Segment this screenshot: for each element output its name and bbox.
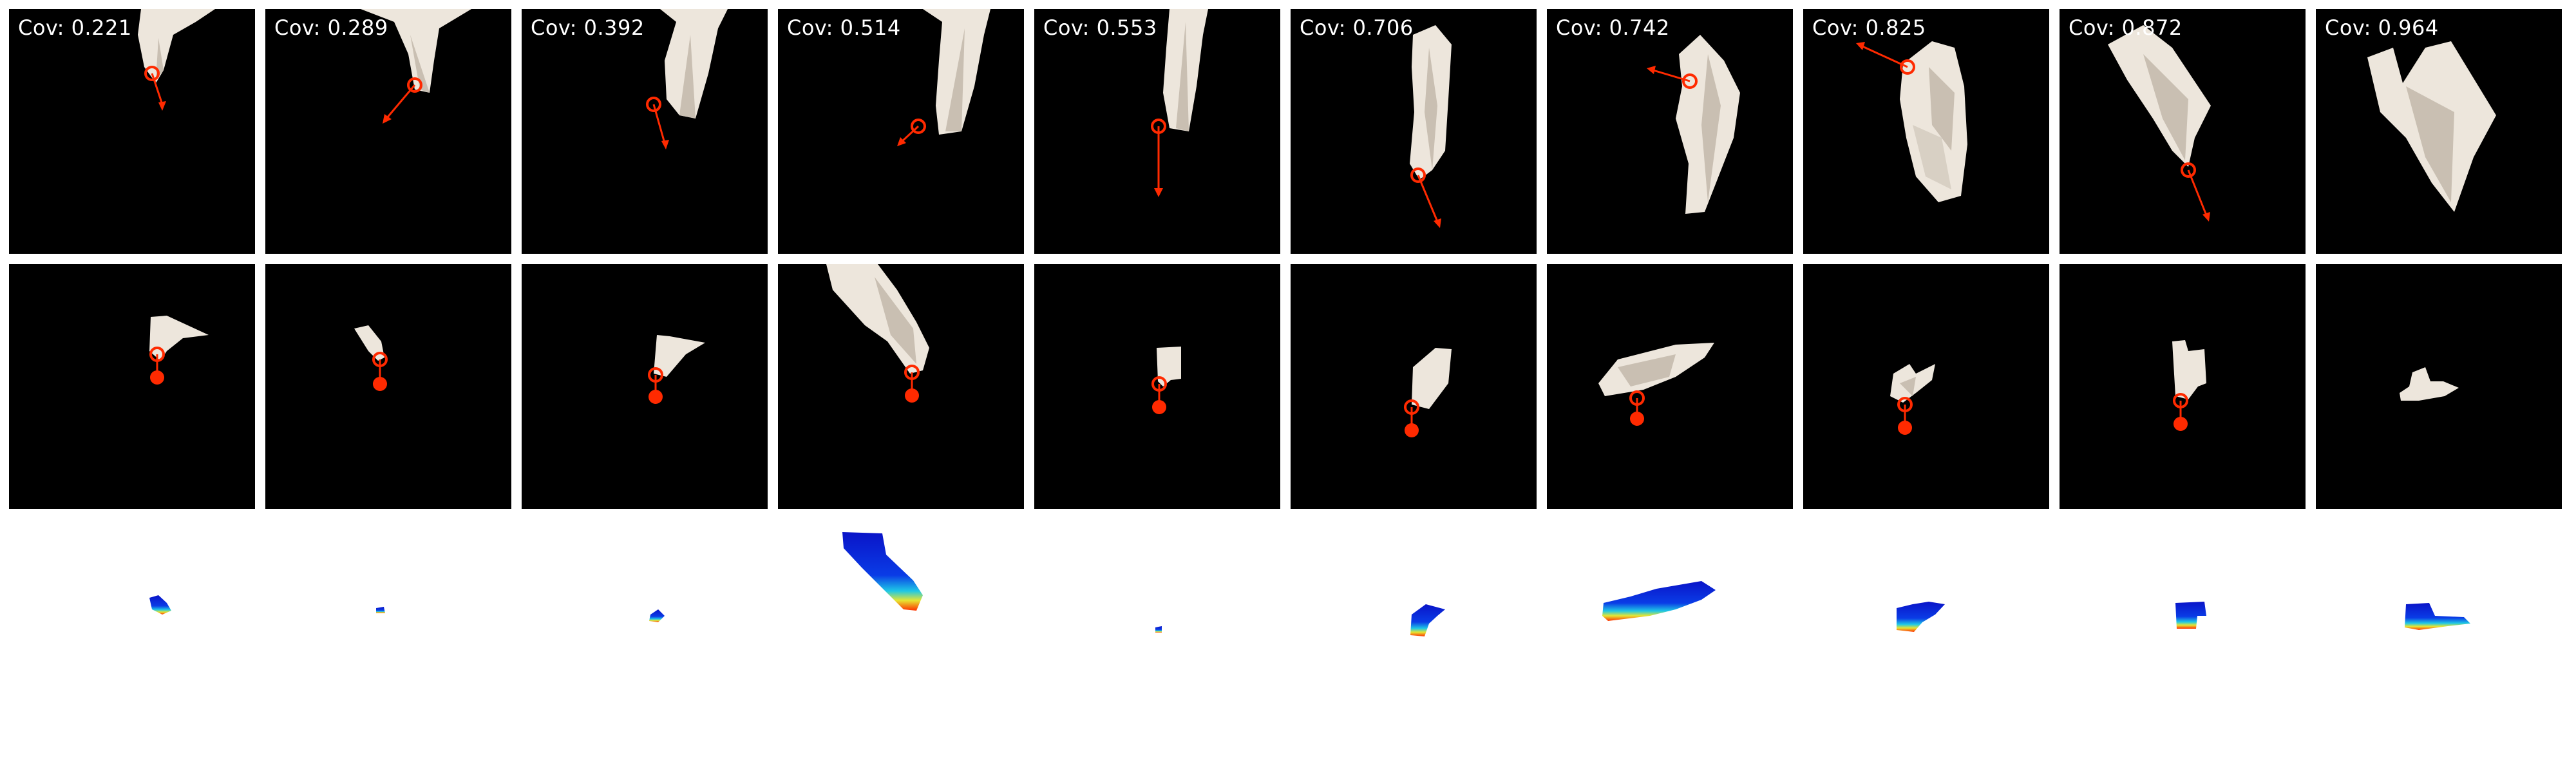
- heatmap-panel-8: [1803, 519, 2049, 764]
- top-view-panel-4: Cov: 0.514: [778, 9, 1024, 254]
- grasp-marker: [149, 347, 165, 385]
- action-arrow: [1410, 167, 1441, 228]
- cloth-image: [654, 335, 705, 377]
- top-view-panel-5: Cov: 0.553: [1034, 9, 1280, 254]
- action-arrow: [2181, 162, 2210, 222]
- cloth-image: [1410, 25, 1452, 180]
- action-arrow: [144, 66, 166, 111]
- figure-grid: Cov: 0.221 Cov: 0.289: [9, 9, 2567, 764]
- cloth-image: [1598, 343, 1714, 396]
- grasp-marker: [372, 352, 388, 391]
- grasp-marker: [2173, 393, 2188, 431]
- cloth-image: [361, 9, 471, 93]
- heatmap-panel-9: [2060, 519, 2306, 764]
- cloth-image: [1676, 35, 1740, 214]
- cloth-image: [2172, 340, 2206, 399]
- side-view-row: [9, 264, 2567, 509]
- heatmap-panel-6: [1291, 519, 1537, 764]
- top-view-panel-2: Cov: 0.289: [265, 9, 511, 254]
- heatmap-panel-4: [778, 519, 1024, 764]
- top-view-panel-9: Cov: 0.872: [2060, 9, 2306, 254]
- heatmap-panel-7: [1547, 519, 1793, 764]
- depth-heatmap: [2405, 603, 2470, 630]
- side-view-panel-9: [2060, 264, 2306, 509]
- coverage-label: Cov: 0.392: [531, 15, 645, 40]
- action-arrow: [1647, 66, 1698, 89]
- cloth-image: [1412, 348, 1452, 409]
- grasp-marker: [1897, 397, 1913, 435]
- side-view-panel-7: [1547, 264, 1793, 509]
- cloth-image: [354, 325, 384, 361]
- depth-heatmap: [1602, 581, 1716, 621]
- side-view-panel-8: [1803, 264, 2049, 509]
- heatmap-panel-1: [9, 519, 255, 764]
- top-view-panel-7: Cov: 0.742: [1547, 9, 1793, 254]
- side-view-panel-2: [265, 264, 511, 509]
- depth-heatmap: [842, 532, 923, 611]
- depth-heatmap: [149, 595, 171, 615]
- depth-heatmap: [1155, 626, 1162, 633]
- depth-heatmap: [1410, 604, 1445, 636]
- heatmap-row: [9, 519, 2567, 764]
- side-view-panel-1: [9, 264, 255, 509]
- cloth-image: [923, 9, 990, 135]
- grasp-marker: [904, 365, 920, 403]
- cloth-image: [660, 9, 728, 119]
- top-view-panel-1: Cov: 0.221: [9, 9, 255, 254]
- depth-heatmap: [2175, 602, 2206, 629]
- top-view-panel-6: Cov: 0.706: [1291, 9, 1537, 254]
- top-view-panel-3: Cov: 0.392: [522, 9, 768, 254]
- side-view-panel-3: [522, 264, 768, 509]
- coverage-label: Cov: 0.553: [1043, 15, 1157, 40]
- coverage-label: Cov: 0.289: [274, 15, 388, 40]
- cloth-image: [1890, 364, 1935, 403]
- grasp-marker: [648, 367, 663, 404]
- heatmap-panel-5: [1034, 519, 1280, 764]
- action-arrow: [1856, 42, 1915, 75]
- cloth-image: [1157, 347, 1181, 386]
- side-view-panel-10: [2316, 264, 2562, 509]
- depth-heatmap: [649, 609, 665, 622]
- cloth-image: [149, 316, 209, 361]
- action-arrow: [1151, 119, 1166, 197]
- cloth-image: [2367, 41, 2496, 212]
- action-arrow: [383, 77, 422, 124]
- side-view-panel-5: [1034, 264, 1280, 509]
- cloth-image: [2108, 25, 2211, 167]
- side-view-panel-4: [778, 264, 1024, 509]
- top-view-panel-10: Cov: 0.964: [2316, 9, 2562, 254]
- action-arrow: [646, 97, 669, 149]
- cloth-image: [1163, 9, 1208, 131]
- coverage-label: Cov: 0.221: [18, 15, 132, 40]
- grasp-marker: [1151, 376, 1167, 414]
- heatmap-panel-10: [2316, 519, 2562, 764]
- grasp-marker: [1629, 390, 1645, 426]
- coverage-label: Cov: 0.742: [1556, 15, 1670, 40]
- coverage-label: Cov: 0.964: [2325, 15, 2439, 40]
- cloth-image: [1900, 41, 1967, 202]
- depth-heatmap: [376, 607, 385, 613]
- heatmap-panel-3: [522, 519, 768, 764]
- cloth-image: [2400, 367, 2459, 401]
- cloth-image: [826, 264, 929, 374]
- action-arrow: [897, 119, 926, 146]
- grasp-marker: [1404, 399, 1419, 437]
- top-view-panel-8: Cov: 0.825: [1803, 9, 2049, 254]
- coverage-label: Cov: 0.825: [1812, 15, 1926, 40]
- side-view-panel-6: [1291, 264, 1537, 509]
- depth-heatmap: [1897, 602, 1945, 632]
- coverage-label: Cov: 0.514: [787, 15, 901, 40]
- heatmap-panel-2: [265, 519, 511, 764]
- coverage-label: Cov: 0.706: [1300, 15, 1414, 40]
- top-view-row: Cov: 0.221 Cov: 0.289: [9, 9, 2567, 254]
- coverage-label: Cov: 0.872: [2069, 15, 2183, 40]
